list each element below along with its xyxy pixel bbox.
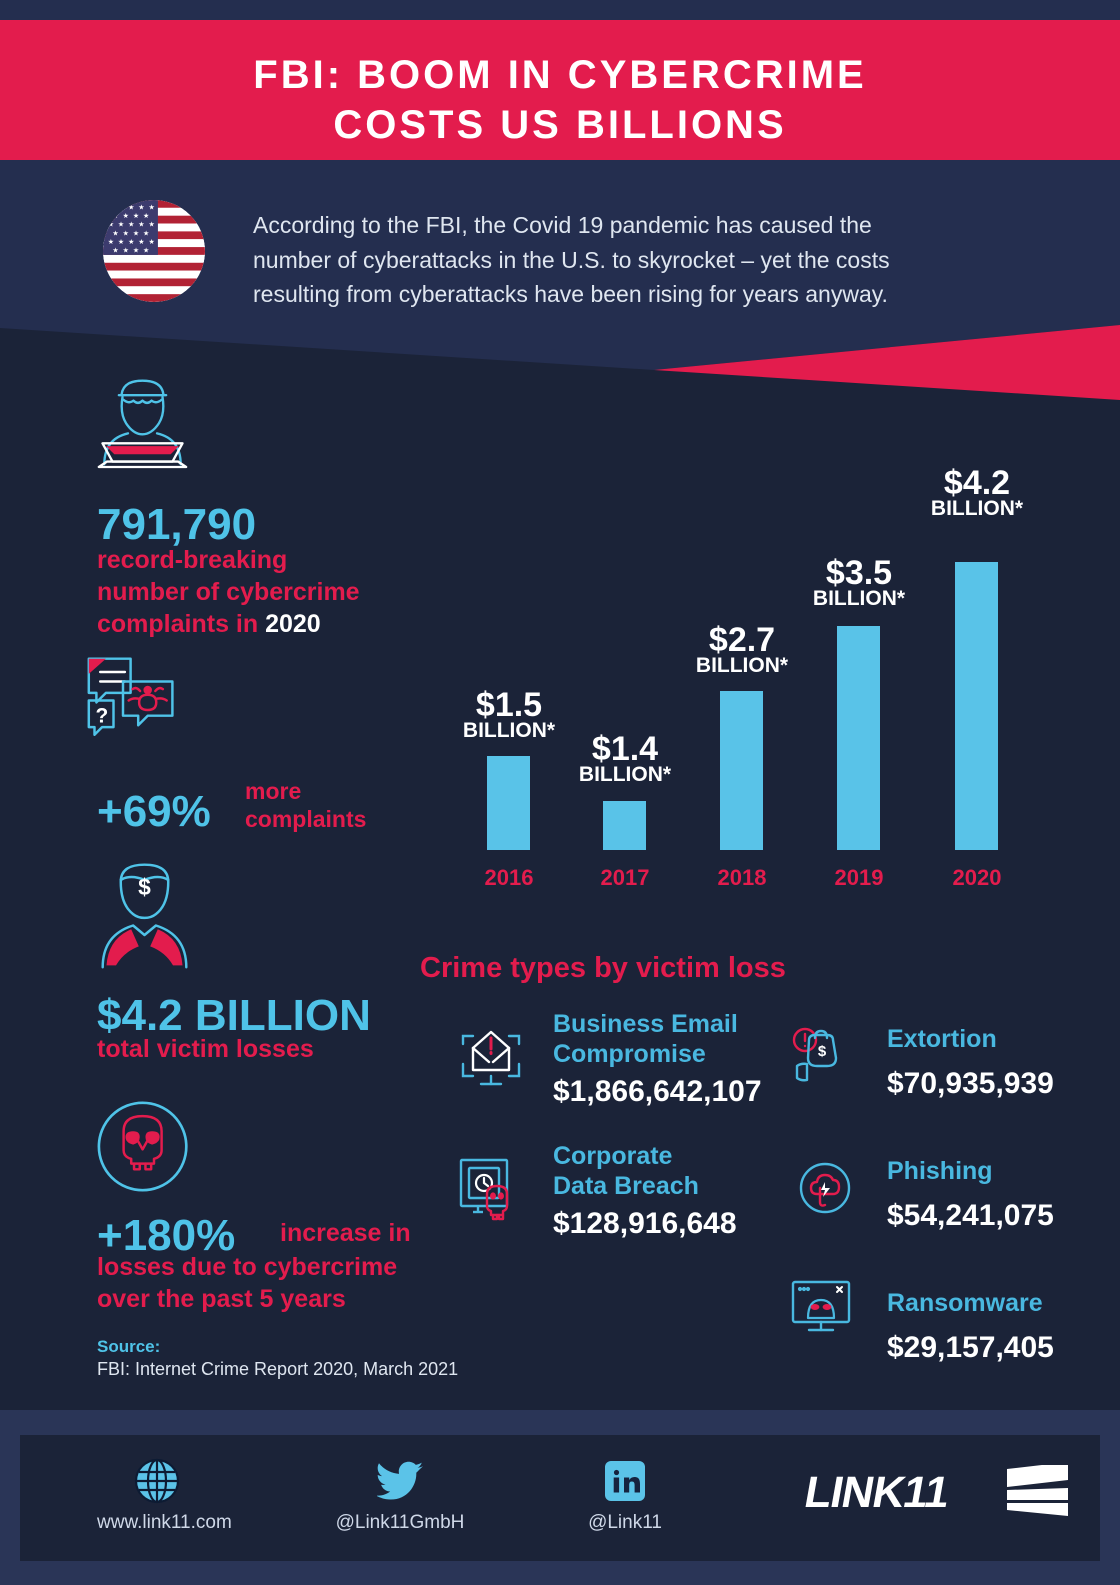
svg-text:★: ★ bbox=[143, 247, 149, 255]
svg-text:★: ★ bbox=[123, 229, 129, 237]
svg-text:★: ★ bbox=[133, 229, 139, 237]
svg-text:★: ★ bbox=[138, 203, 144, 211]
svg-text:★: ★ bbox=[133, 247, 139, 255]
svg-text:★: ★ bbox=[108, 238, 114, 246]
svg-text:★: ★ bbox=[128, 221, 134, 229]
svg-text:LINK11: LINK11 bbox=[801, 1468, 953, 1517]
svg-text:★: ★ bbox=[138, 238, 144, 246]
svg-text:★: ★ bbox=[112, 212, 118, 220]
svg-text:★: ★ bbox=[112, 229, 118, 237]
svg-text:★: ★ bbox=[108, 221, 114, 229]
svg-text:★: ★ bbox=[149, 238, 155, 246]
svg-text:★: ★ bbox=[128, 203, 134, 211]
svg-text:★: ★ bbox=[149, 203, 155, 211]
svg-text:★: ★ bbox=[118, 221, 124, 229]
svg-text:★: ★ bbox=[128, 238, 134, 246]
svg-text:★: ★ bbox=[108, 203, 114, 211]
svg-text:★: ★ bbox=[138, 221, 144, 229]
svg-text:★: ★ bbox=[123, 212, 129, 220]
svg-text:★: ★ bbox=[143, 212, 149, 220]
svg-text:★: ★ bbox=[143, 229, 149, 237]
svg-text:$: $ bbox=[818, 1043, 827, 1060]
svg-text:★: ★ bbox=[133, 212, 139, 220]
svg-text:★: ★ bbox=[112, 247, 118, 255]
svg-text:★: ★ bbox=[123, 247, 129, 255]
svg-text:★: ★ bbox=[149, 221, 155, 229]
svg-text:★: ★ bbox=[118, 238, 124, 246]
svg-text:★: ★ bbox=[118, 203, 124, 211]
